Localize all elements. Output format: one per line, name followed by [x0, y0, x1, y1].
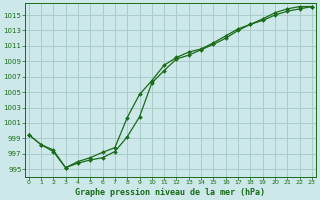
X-axis label: Graphe pression niveau de la mer (hPa): Graphe pression niveau de la mer (hPa) [75, 188, 265, 197]
